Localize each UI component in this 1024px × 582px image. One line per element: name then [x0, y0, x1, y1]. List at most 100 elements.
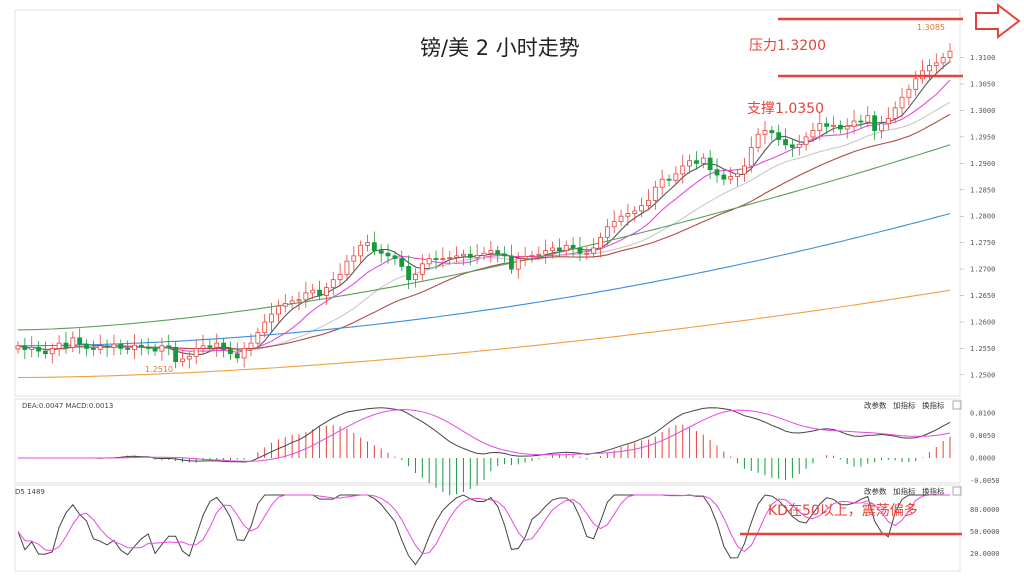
candle-up	[543, 250, 549, 255]
candle-down	[378, 250, 384, 254]
candle-up	[358, 244, 364, 257]
candle-down	[509, 255, 514, 270]
candle-up	[563, 244, 569, 251]
macd-params-button[interactable]: 改参数	[864, 400, 887, 410]
candle-down	[371, 242, 377, 251]
candle-down	[221, 342, 226, 350]
candle-down	[77, 337, 83, 345]
price-tick-label: 1.2900	[970, 160, 995, 168]
candle-up	[323, 287, 329, 296]
candle-down	[385, 252, 391, 257]
candle-down	[707, 157, 713, 171]
candle-up	[193, 348, 199, 357]
candle-up	[762, 130, 768, 135]
candle-up	[639, 205, 645, 212]
ma120-line	[18, 213, 951, 347]
candle-up	[755, 133, 761, 148]
candle-down	[556, 247, 562, 251]
resistance-label: 压力1.3200	[749, 38, 826, 54]
candle-up	[673, 173, 679, 181]
candle-down	[714, 169, 720, 176]
candle-up	[659, 178, 665, 188]
candle-up	[365, 242, 370, 246]
candle-up	[310, 289, 316, 294]
candle-up	[879, 123, 884, 131]
candle-down	[858, 120, 864, 123]
candle-up	[289, 300, 295, 304]
kd-switch-indicator-button[interactable]: 换指标	[922, 486, 945, 496]
candle-up	[940, 57, 946, 64]
candle-up	[15, 345, 21, 350]
price-tick-label: 1.3100	[970, 54, 995, 62]
candle-up	[885, 117, 891, 125]
candle-down	[666, 178, 672, 181]
ma60-line	[17, 144, 951, 331]
macd-panel-frame	[14, 398, 961, 484]
candle-up	[180, 358, 185, 363]
candle-up	[303, 292, 309, 301]
candle-up	[803, 136, 809, 145]
candle-up	[851, 120, 857, 127]
candle-up	[241, 348, 247, 359]
macd-close-icon[interactable]	[952, 400, 962, 410]
candle-up	[49, 348, 55, 355]
candle-up	[604, 226, 610, 238]
candle-up	[111, 343, 117, 348]
candle-up	[159, 345, 165, 352]
candle-up	[844, 125, 850, 130]
candle-up	[831, 124, 836, 127]
candle-up	[817, 123, 823, 131]
candle-down	[228, 349, 233, 355]
kd-k-line	[17, 494, 950, 566]
candle-up	[214, 342, 220, 348]
candle-up	[132, 344, 137, 350]
candle-up	[591, 247, 597, 254]
macd-add-indicator-button[interactable]: 加指标	[893, 400, 916, 410]
candle-down	[824, 123, 830, 127]
candle-up	[618, 215, 624, 222]
kd-close-icon[interactable]	[952, 486, 962, 496]
candle-up	[488, 250, 494, 254]
candle-down	[577, 247, 583, 254]
candle-down	[234, 353, 240, 359]
candle-down	[63, 342, 69, 348]
price-tick-label: 1.2500	[970, 371, 995, 379]
kd-params-button[interactable]: 改参数	[864, 486, 887, 496]
price-tick-label: 1.2950	[970, 133, 995, 141]
candle-up	[269, 313, 274, 323]
macd-switch-indicator-button[interactable]: 换指标	[922, 400, 945, 410]
candle-down	[207, 345, 213, 348]
candle-down	[173, 346, 179, 363]
candle-up	[330, 279, 336, 289]
candle-down	[399, 258, 405, 267]
candle-up	[262, 321, 268, 333]
candle-down	[837, 124, 843, 130]
price-panel-frame	[14, 9, 961, 397]
candle-up	[529, 254, 535, 257]
kd-d-line	[17, 494, 950, 555]
kd-tick-label: 20.0000	[970, 550, 1000, 558]
candle-down	[125, 348, 131, 350]
support-label: 支撑1.0350	[747, 101, 824, 117]
candle-up	[625, 213, 631, 217]
candle-down	[776, 132, 782, 140]
candle-down	[872, 115, 878, 131]
candle-down	[495, 250, 501, 255]
candle-down	[22, 345, 28, 350]
price-tick-label: 1.2750	[970, 239, 995, 247]
candle-up	[906, 88, 912, 98]
candle-up	[337, 273, 343, 281]
high-price-label: 1.3085	[917, 23, 945, 32]
kd-add-indicator-button[interactable]: 加指标	[893, 486, 916, 496]
candle-down	[406, 266, 412, 281]
candle-down	[118, 343, 124, 349]
candle-down	[152, 348, 158, 352]
candle-up	[728, 176, 734, 180]
low-price-label: 1.2510	[145, 365, 173, 374]
candle-up	[344, 260, 350, 275]
candle-down	[467, 253, 473, 258]
candle-up	[927, 65, 932, 72]
candle-up	[426, 258, 432, 265]
candle-up	[913, 78, 919, 90]
candle-up	[748, 147, 754, 167]
